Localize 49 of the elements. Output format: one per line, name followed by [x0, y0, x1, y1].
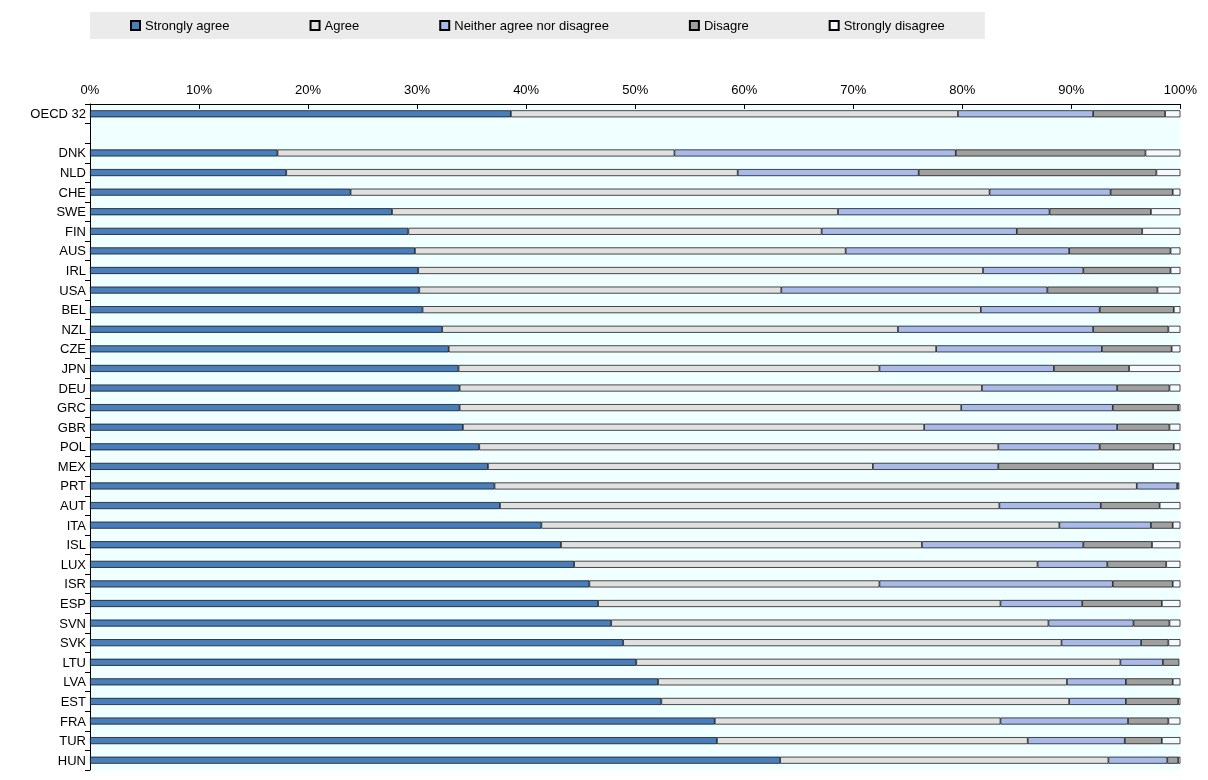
x-tick-label: 40% [513, 82, 540, 97]
y-tick-label: NLD [59, 165, 86, 181]
y-tick-label: POL [59, 439, 86, 455]
legend-label: Strongly agree [145, 18, 230, 33]
x-tick-label: 70% [840, 82, 867, 97]
y-tick-label: EST [60, 693, 87, 709]
y-tick-label: SWE [56, 204, 87, 220]
y-tick-label: PRT [60, 478, 87, 494]
y-tick-label: GRC [57, 400, 86, 416]
legend-label: Disagre [703, 18, 749, 33]
y-tick-label: DNK [58, 145, 87, 161]
y-tick-label: SVN [59, 615, 86, 631]
y-tick-label: SVK [59, 635, 87, 651]
y-tick-label: JPN [61, 360, 86, 376]
legend-label: Strongly disagree [843, 18, 945, 33]
x-tick-label: 60% [731, 82, 758, 97]
y-tick-label: IRL [65, 263, 86, 278]
y-tick-label: LTU [62, 654, 86, 670]
y-tick-label: ITA [66, 517, 87, 533]
legend-label: Agree [324, 18, 360, 33]
y-tick-label: USA [59, 282, 87, 298]
x-tick-label: 90% [1058, 82, 1085, 97]
y-tick-label: LVA [63, 674, 87, 690]
y-tick-label: CZE [60, 341, 87, 357]
y-tick-label: HUN [57, 752, 86, 768]
y-tick-label: ISR [64, 576, 86, 592]
y-tick-label: GBR [57, 419, 86, 435]
y-tick-label: DEU [58, 380, 86, 396]
y-tick-label: NZL [61, 321, 86, 337]
y-tick-label: ISL [66, 537, 86, 553]
x-tick-label: 10% [186, 82, 213, 97]
y-tick-label: MEX [57, 458, 87, 474]
y-tick-label: FRA [60, 713, 87, 729]
x-tick-label: 50% [622, 82, 649, 97]
y-tick-label: BEL [61, 302, 86, 318]
x-tick-label: 20% [295, 82, 322, 97]
x-tick-label: 80% [949, 82, 976, 97]
y-tick-label: TUR [59, 733, 86, 749]
y-tick-label: CHE [58, 184, 87, 200]
x-tick-label: 0% [80, 82, 100, 97]
y-tick-label: ESP [59, 596, 86, 611]
x-tick-label: 30% [404, 82, 431, 97]
x-tick-label: 100% [1163, 82, 1198, 97]
y-tick-label: LUX [60, 556, 87, 572]
y-tick-label: FIN [65, 223, 86, 239]
y-tick-label: OECD 32 [30, 106, 86, 122]
y-tick-label: AUS [59, 243, 87, 259]
y-tick-label: AUT [60, 498, 87, 514]
legend-label: Neither agree nor disagree [454, 18, 609, 33]
